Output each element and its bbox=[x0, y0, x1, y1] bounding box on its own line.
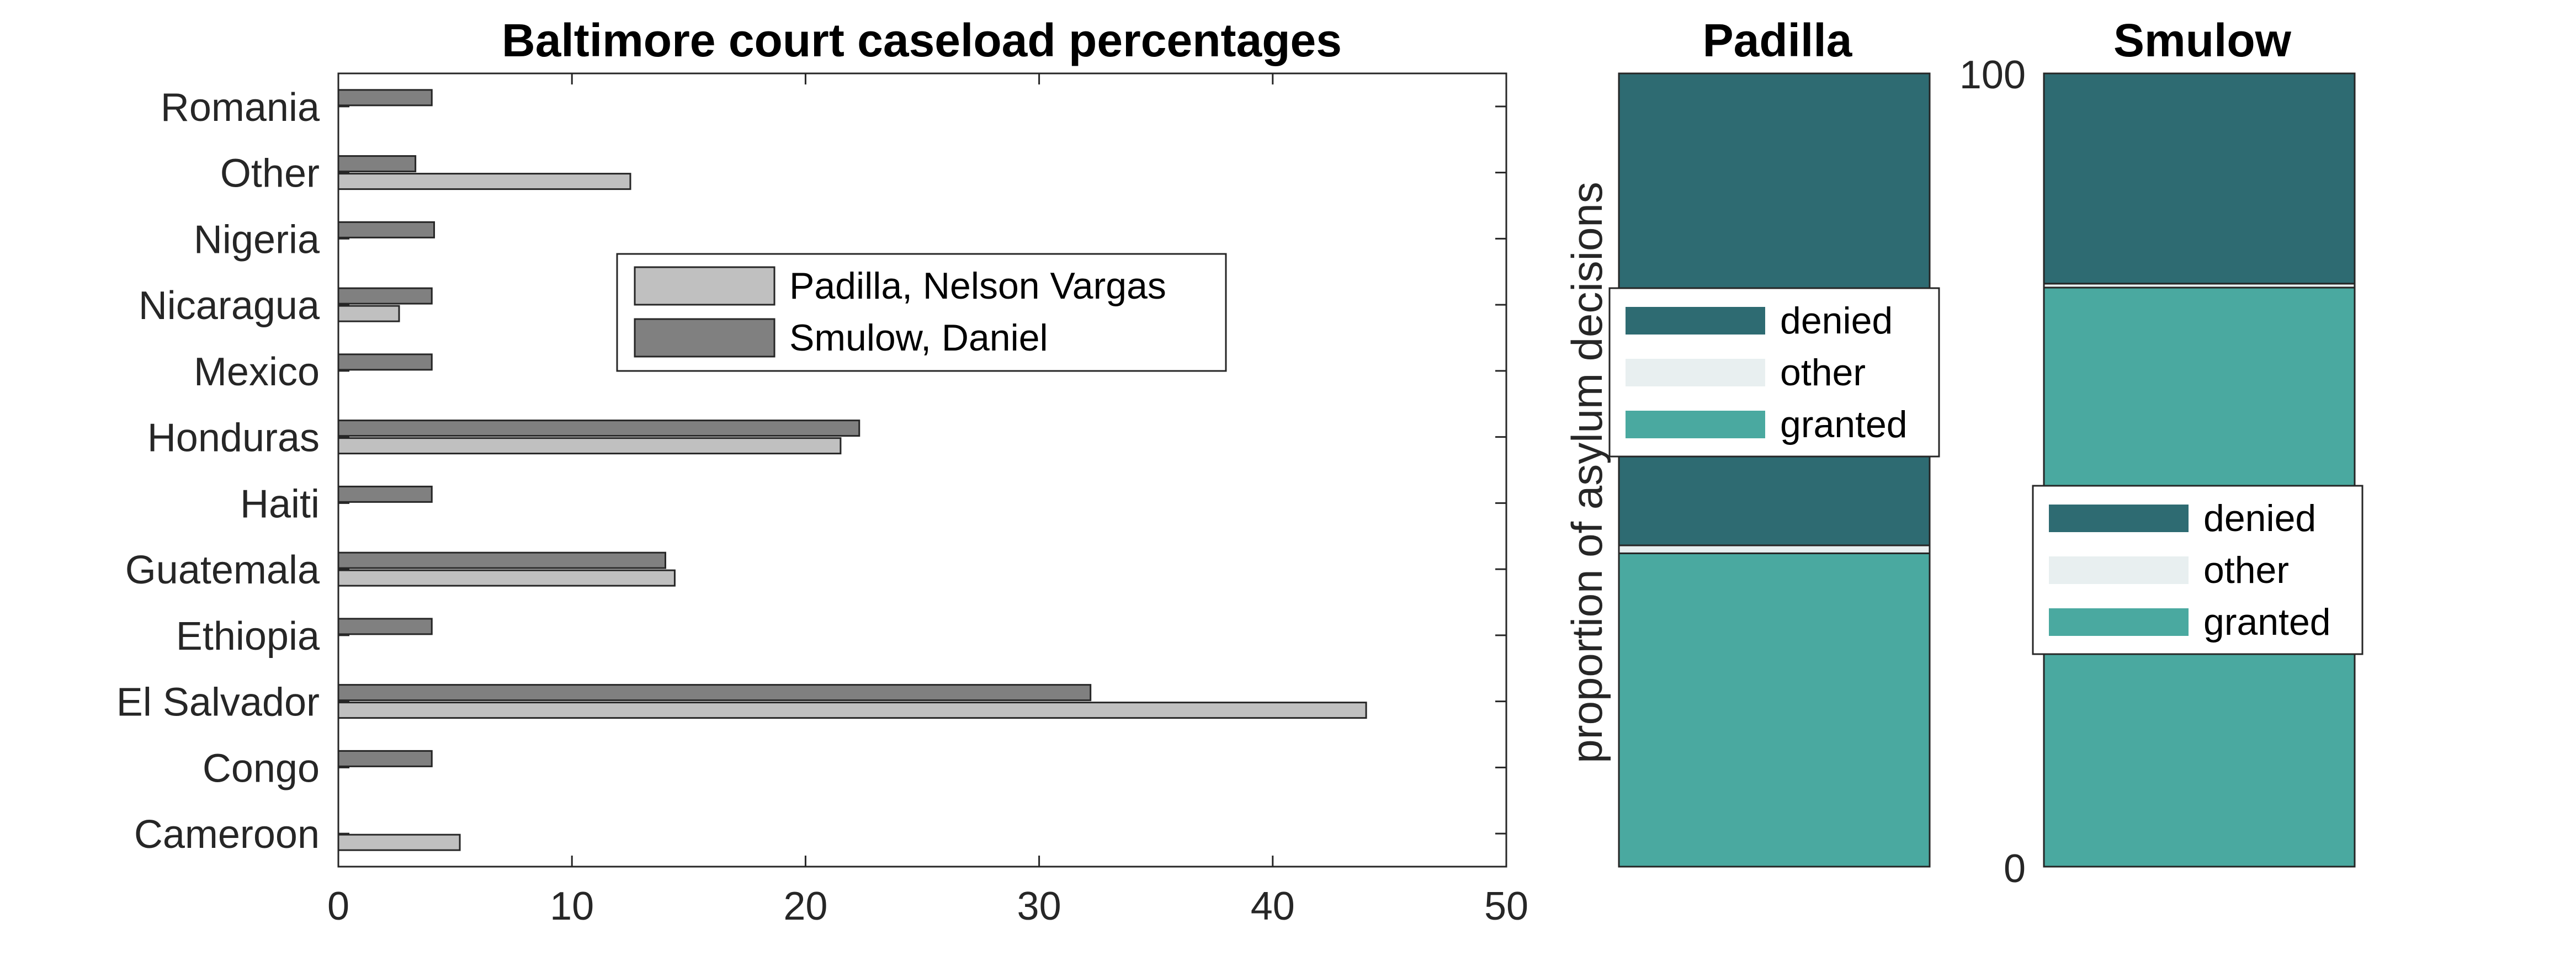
bar-smulow-el-salvador bbox=[337, 684, 1092, 702]
bar-padilla-el-salvador bbox=[337, 702, 1367, 719]
bar-legend: Padilla, Nelson Vargas Smulow, Daniel bbox=[616, 253, 1227, 372]
ytick-label-cameroon: Cameroon bbox=[134, 813, 320, 857]
x-tick-marks bbox=[337, 73, 1507, 867]
xtick-label-0: 0 bbox=[327, 884, 349, 928]
ytick-label-ethiopia: Ethiopia bbox=[176, 614, 320, 659]
ytick-label-nigeria: Nigeria bbox=[194, 217, 320, 262]
xtick-label-40: 40 bbox=[1251, 884, 1295, 928]
smulow-decisions-chart: Smulow 100 0 denied other granted bbox=[1959, 14, 2363, 891]
ytick-label-mexico: Mexico bbox=[194, 350, 320, 394]
legend-label-smulow: Smulow, Daniel bbox=[789, 317, 1048, 359]
y-tick-marks bbox=[338, 105, 1506, 835]
xtick-label-50: 50 bbox=[1484, 884, 1528, 928]
padilla-legend-swatch-granted bbox=[1626, 411, 1765, 438]
bar-smulow-nigeria bbox=[337, 221, 435, 238]
smulow-legend-other: other bbox=[2203, 549, 2289, 591]
ytick-label-guatemala: Guatemala bbox=[125, 548, 320, 592]
bar-padilla-cameroon bbox=[337, 834, 461, 851]
legend-swatch-smulow bbox=[634, 318, 776, 358]
smulow-legend-swatch-granted bbox=[2049, 608, 2189, 636]
ytick-label-haiti: Haiti bbox=[240, 482, 320, 526]
legend-swatch-padilla bbox=[634, 266, 776, 306]
bar-smulow-haiti bbox=[337, 485, 433, 503]
ytick-label-other: Other bbox=[220, 152, 320, 196]
padilla-frame bbox=[1618, 72, 1931, 868]
ytick-label-romania: Romania bbox=[161, 86, 320, 130]
ytick-label-congo: Congo bbox=[203, 746, 320, 790]
bar-padilla-honduras bbox=[337, 437, 842, 455]
padilla-segment-other bbox=[1618, 544, 1931, 554]
bars bbox=[337, 89, 1367, 851]
smulow-title: Smulow bbox=[2113, 14, 2292, 66]
padilla-segment-granted bbox=[1618, 552, 1931, 868]
xtick-label-10: 10 bbox=[550, 884, 594, 928]
xtick-label-30: 30 bbox=[1017, 884, 1061, 928]
caseload-bar-chart: Baltimore court caseload percentages Cam… bbox=[116, 14, 1528, 928]
bar-padilla-other bbox=[337, 173, 631, 190]
bar-smulow-other bbox=[337, 155, 417, 173]
padilla-segments bbox=[1618, 72, 1931, 868]
padilla-y-axis-label: proportion of asylum decisions bbox=[1563, 182, 1611, 763]
smulow-segment-denied bbox=[2043, 72, 2356, 285]
padilla-legend-denied: denied bbox=[1780, 300, 1893, 342]
padilla-decisions-chart: Padilla proportion of asylum decisions d… bbox=[1563, 14, 1940, 868]
padilla-legend: denied other granted bbox=[1608, 287, 1940, 458]
smulow-ytick-0: 0 bbox=[2004, 847, 2026, 891]
y-tick-labels: Cameroon Congo El Salvador Ethiopia Guatemal… bbox=[116, 86, 320, 857]
padilla-legend-other: other bbox=[1780, 352, 1866, 394]
ytick-label-nicaragua: Nicaragua bbox=[139, 284, 320, 328]
smulow-frame bbox=[2043, 72, 2356, 868]
bar-smulow-honduras bbox=[337, 420, 861, 437]
ytick-label-honduras: Honduras bbox=[147, 416, 320, 460]
padilla-legend-swatch-other bbox=[1626, 359, 1765, 386]
smulow-legend-swatch-other bbox=[2049, 556, 2189, 584]
padilla-legend-swatch-denied bbox=[1626, 307, 1765, 335]
ytick-label-el-salvador: El Salvador bbox=[116, 681, 320, 725]
bar-plot-frame bbox=[337, 72, 1507, 868]
bar-smulow-nicaragua bbox=[337, 287, 433, 305]
bar-smulow-ethiopia bbox=[337, 618, 433, 635]
padilla-title: Padilla bbox=[1703, 14, 1853, 66]
smulow-legend: denied other granted bbox=[2032, 485, 2363, 655]
bar-padilla-guatemala bbox=[337, 569, 676, 587]
smulow-segments bbox=[2043, 72, 2356, 868]
padilla-legend-granted: granted bbox=[1780, 404, 1908, 445]
xtick-label-20: 20 bbox=[783, 884, 827, 928]
smulow-legend-denied: denied bbox=[2203, 497, 2316, 539]
bar-smulow-romania bbox=[337, 89, 433, 107]
bar-smulow-guatemala bbox=[337, 551, 666, 569]
bar-padilla-nicaragua bbox=[337, 305, 400, 322]
legend-label-padilla: Padilla, Nelson Vargas bbox=[789, 265, 1166, 307]
smulow-legend-swatch-denied bbox=[2049, 505, 2189, 532]
bar-smulow-mexico bbox=[337, 353, 433, 371]
bar-smulow-congo bbox=[337, 750, 433, 767]
smulow-legend-granted: granted bbox=[2203, 601, 2331, 643]
x-tick-labels: 0 10 20 30 40 50 bbox=[327, 884, 1528, 928]
bar-chart-title: Baltimore court caseload percentages bbox=[502, 14, 1342, 66]
smulow-ytick-100: 100 bbox=[1959, 53, 2026, 97]
